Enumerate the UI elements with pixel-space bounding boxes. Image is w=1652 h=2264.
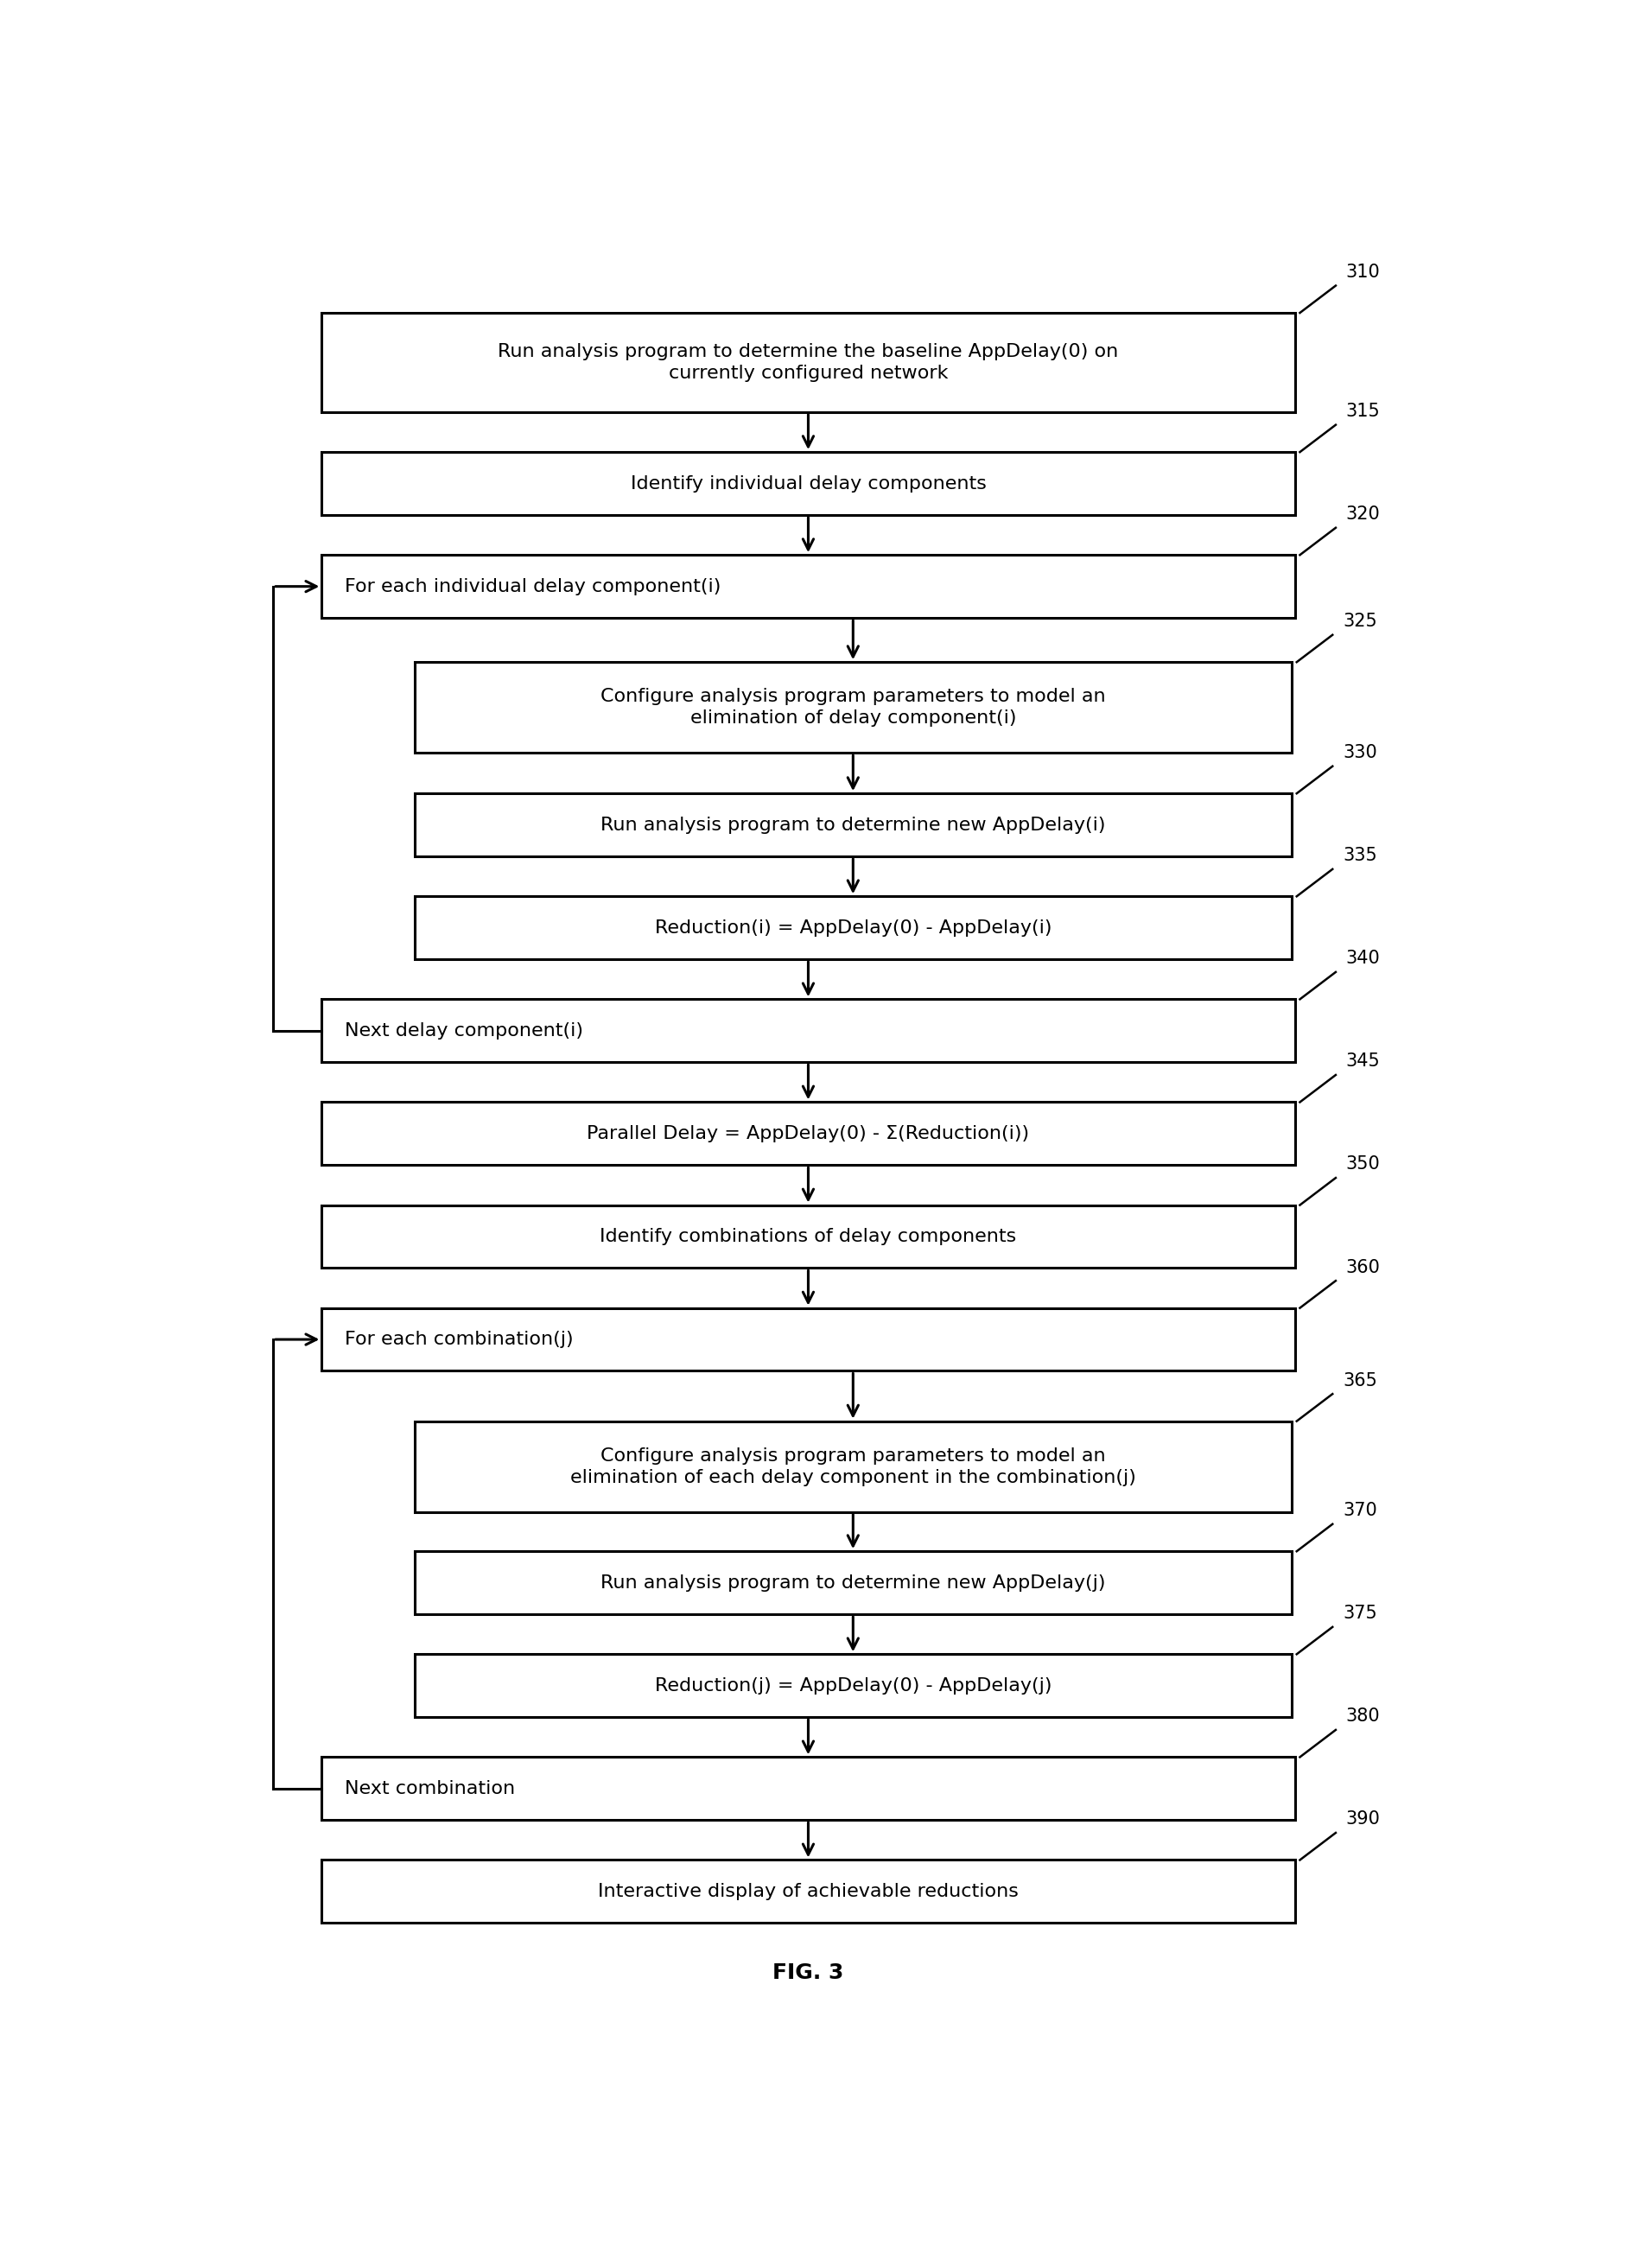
Text: FIG. 3: FIG. 3 xyxy=(773,1963,844,1983)
Text: 325: 325 xyxy=(1343,614,1378,629)
Text: 340: 340 xyxy=(1346,951,1381,967)
Bar xyxy=(415,661,1292,754)
Text: For each individual delay component(i): For each individual delay component(i) xyxy=(345,577,720,595)
Text: Next combination: Next combination xyxy=(345,1780,515,1798)
Text: Reduction(j) = AppDelay(0) - AppDelay(j): Reduction(j) = AppDelay(0) - AppDelay(j) xyxy=(654,1678,1052,1693)
Text: For each combination(j): For each combination(j) xyxy=(345,1331,573,1347)
Bar xyxy=(415,1655,1292,1716)
Bar xyxy=(415,792,1292,856)
Bar xyxy=(322,555,1295,618)
Text: Reduction(i) = AppDelay(0) - AppDelay(i): Reduction(i) = AppDelay(0) - AppDelay(i) xyxy=(654,919,1052,937)
Text: 350: 350 xyxy=(1346,1155,1381,1173)
Text: Next delay component(i): Next delay component(i) xyxy=(345,1021,583,1039)
Text: 320: 320 xyxy=(1346,505,1381,523)
Bar xyxy=(322,1103,1295,1166)
Text: 315: 315 xyxy=(1346,403,1381,421)
Bar xyxy=(322,1309,1295,1372)
Text: Parallel Delay = AppDelay(0) - Σ(Reduction(i)): Parallel Delay = AppDelay(0) - Σ(Reducti… xyxy=(586,1125,1029,1143)
Bar xyxy=(322,1757,1295,1820)
Text: 370: 370 xyxy=(1343,1501,1378,1519)
Bar xyxy=(415,897,1292,960)
Bar xyxy=(322,453,1295,514)
Bar xyxy=(322,998,1295,1062)
Bar xyxy=(415,1551,1292,1614)
Bar xyxy=(322,312,1295,412)
Text: 390: 390 xyxy=(1346,1811,1381,1827)
Text: Identify combinations of delay components: Identify combinations of delay component… xyxy=(600,1227,1016,1245)
Bar xyxy=(322,1861,1295,1922)
Text: Run analysis program to determine new AppDelay(i): Run analysis program to determine new Ap… xyxy=(601,817,1105,833)
Text: 335: 335 xyxy=(1343,847,1378,865)
Text: 345: 345 xyxy=(1346,1053,1381,1071)
Text: Run analysis program to determine the baseline AppDelay(0) on
currently configur: Run analysis program to determine the ba… xyxy=(497,344,1118,383)
Text: Configure analysis program parameters to model an
elimination of delay component: Configure analysis program parameters to… xyxy=(600,688,1105,727)
Text: 380: 380 xyxy=(1346,1707,1379,1725)
Text: 330: 330 xyxy=(1343,745,1378,761)
Text: Configure analysis program parameters to model an
elimination of each delay comp: Configure analysis program parameters to… xyxy=(570,1447,1137,1485)
Bar xyxy=(322,1204,1295,1268)
Bar xyxy=(415,1422,1292,1512)
Text: Run analysis program to determine new AppDelay(j): Run analysis program to determine new Ap… xyxy=(601,1573,1105,1592)
Text: 365: 365 xyxy=(1343,1372,1378,1390)
Text: 310: 310 xyxy=(1346,263,1381,281)
Text: 360: 360 xyxy=(1346,1259,1381,1277)
Text: Interactive display of achievable reductions: Interactive display of achievable reduct… xyxy=(598,1884,1019,1899)
Text: Identify individual delay components: Identify individual delay components xyxy=(631,475,986,491)
Text: 375: 375 xyxy=(1343,1605,1378,1621)
